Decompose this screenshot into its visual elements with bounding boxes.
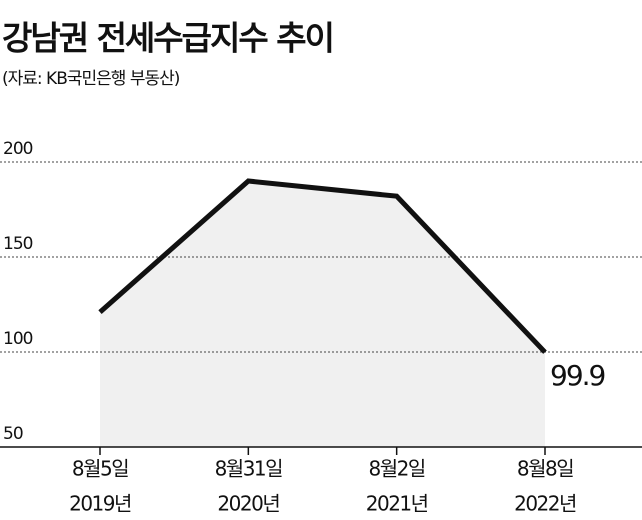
x-tick-label: 8월5일 xyxy=(72,457,128,481)
area xyxy=(100,181,545,447)
y-tick-label: 50 xyxy=(3,424,23,444)
x-tick-label: 2020년 xyxy=(217,492,279,516)
y-tick-label: 200 xyxy=(3,139,33,159)
y-tick-label: 150 xyxy=(3,234,33,254)
chart-title: 강남권 전세수급지수 추이 xyxy=(2,19,333,58)
x-tick-label: 8월31일 xyxy=(215,457,283,481)
chart-subtitle: (자료: KB국민은행 부동산) xyxy=(2,69,180,89)
x-tick-label: 8월8일 xyxy=(517,457,573,481)
x-tick-label: 8월2일 xyxy=(369,457,425,481)
x-tick-label: 2019년 xyxy=(69,492,131,516)
line xyxy=(98,178,547,354)
data-label: 99.9 xyxy=(550,359,605,392)
x-tick-label: 2022년 xyxy=(514,492,576,516)
y-tick-label: 100 xyxy=(3,329,33,349)
x-tick-label: 2021년 xyxy=(366,492,428,516)
